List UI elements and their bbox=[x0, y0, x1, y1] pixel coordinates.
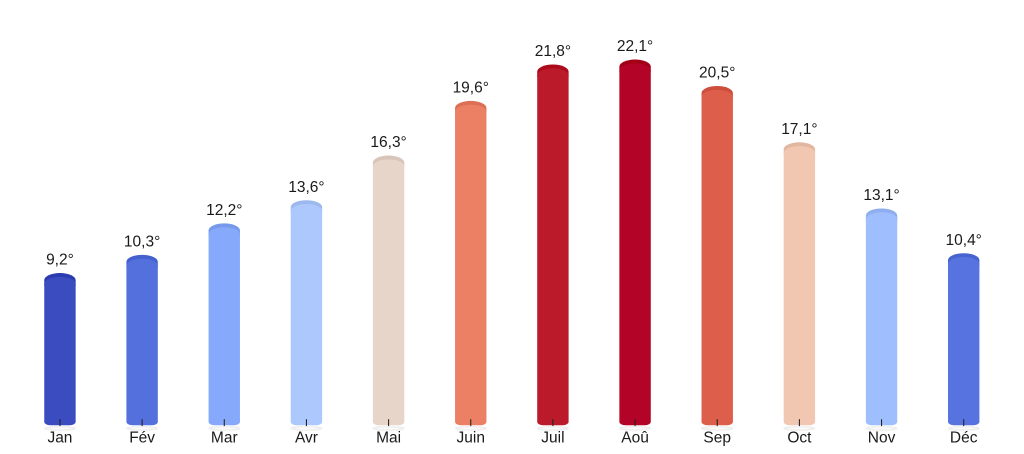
svg-text:21,8°: 21,8° bbox=[535, 43, 571, 60]
svg-text:13,6°: 13,6° bbox=[288, 179, 324, 196]
svg-text:16,3°: 16,3° bbox=[370, 134, 406, 151]
svg-text:Juin: Juin bbox=[457, 429, 485, 446]
svg-text:13,1°: 13,1° bbox=[863, 187, 899, 204]
svg-text:20,5°: 20,5° bbox=[699, 65, 735, 82]
svg-text:12,2°: 12,2° bbox=[206, 202, 242, 219]
svg-text:10,3°: 10,3° bbox=[124, 234, 160, 251]
svg-text:Mar: Mar bbox=[211, 429, 238, 446]
svg-text:Déc: Déc bbox=[950, 429, 978, 446]
svg-text:Fév: Fév bbox=[129, 429, 155, 446]
svg-text:9,2°: 9,2° bbox=[46, 252, 74, 269]
svg-text:Aoû: Aoû bbox=[621, 429, 649, 446]
svg-text:22,1°: 22,1° bbox=[617, 38, 653, 55]
svg-text:19,6°: 19,6° bbox=[453, 80, 489, 97]
svg-text:Mai: Mai bbox=[376, 429, 401, 446]
svg-text:Juil: Juil bbox=[541, 429, 564, 446]
svg-text:Nov: Nov bbox=[868, 429, 896, 446]
svg-text:10,4°: 10,4° bbox=[946, 232, 982, 249]
svg-text:Oct: Oct bbox=[787, 429, 812, 446]
svg-text:Avr: Avr bbox=[295, 429, 318, 446]
svg-text:Sep: Sep bbox=[703, 429, 731, 446]
svg-text:Jan: Jan bbox=[47, 429, 72, 446]
svg-text:17,1°: 17,1° bbox=[781, 121, 817, 138]
